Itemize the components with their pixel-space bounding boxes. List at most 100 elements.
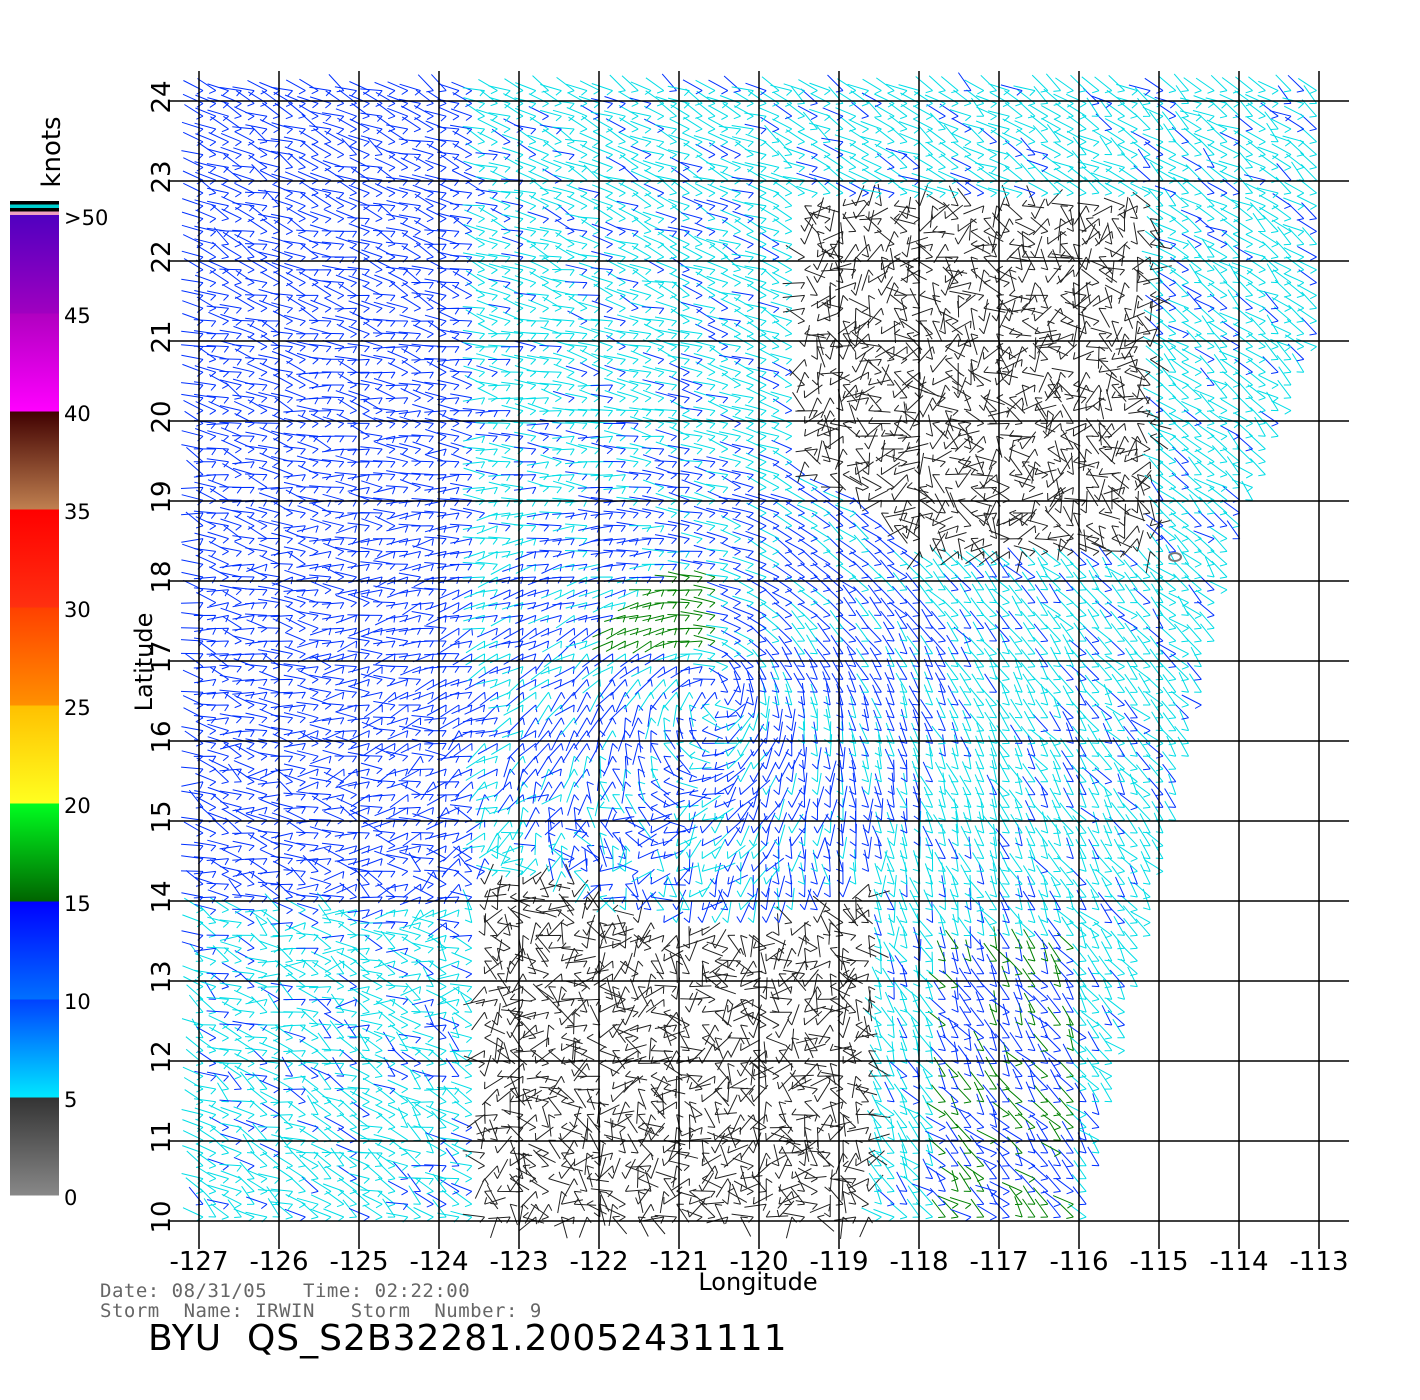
- wind-vector: [1062, 1043, 1074, 1064]
- wind-vector: [964, 1028, 972, 1052]
- wind-vector: [586, 920, 604, 939]
- wind-vector: [1027, 876, 1036, 898]
- wind-vector: [896, 1120, 908, 1141]
- wind-vector: [193, 896, 217, 904]
- wind-vector: [330, 1147, 345, 1167]
- wind-vector: [584, 1152, 593, 1175]
- wind-vector: [194, 790, 217, 801]
- wind-vector: [1122, 905, 1138, 924]
- wind-vector: [323, 870, 345, 882]
- wind-vector: [441, 1189, 460, 1207]
- wind-vector: [425, 909, 447, 918]
- wind-vector: [246, 1196, 268, 1209]
- wind-vector: [386, 538, 409, 546]
- wind-vector: [270, 486, 294, 494]
- wind-vector: [283, 1075, 306, 1083]
- wind-vector: [804, 947, 812, 971]
- wind-vector: [880, 1006, 895, 1026]
- wind-vector: [336, 1144, 357, 1158]
- wind-vector: [785, 734, 793, 757]
- wind-vector: [896, 1171, 908, 1192]
- wind-vector: [530, 1203, 549, 1220]
- wind-vector: [447, 1031, 460, 1052]
- wind-vector: [1088, 569, 1100, 591]
- wind-vector: [701, 1034, 721, 1052]
- wind-vector: [360, 1137, 383, 1147]
- wind-vector: [335, 940, 357, 954]
- wind-vector: [887, 913, 895, 936]
- wind-vector: [573, 1112, 590, 1131]
- wind-vector: [1034, 1198, 1049, 1218]
- wind-vector: [559, 1008, 577, 1026]
- wind-vector: [714, 807, 734, 821]
- wind-vector: [399, 1043, 421, 1056]
- wind-vector: [896, 787, 908, 808]
- wind-vector: [861, 786, 870, 808]
- wind-vector: [701, 943, 723, 957]
- wind-vector: [617, 1101, 631, 1123]
- wind-vector: [442, 858, 461, 875]
- wind-vector: [969, 879, 985, 899]
- wind-vector: [411, 1046, 434, 1057]
- wind-vector: [517, 1152, 537, 1169]
- wind-vector: [1061, 916, 1074, 936]
- wind-vector: [1086, 558, 1100, 578]
- wind-vector: [876, 1152, 895, 1169]
- wind-vector: [617, 863, 639, 877]
- wind-vector: [398, 523, 421, 532]
- wind-vector: [414, 909, 434, 922]
- wind-vector: [874, 721, 882, 744]
- wind-vector: [309, 764, 332, 775]
- wind-vector: [976, 1144, 997, 1158]
- wind-vector: [676, 776, 698, 789]
- wind-vector: [900, 772, 908, 796]
- wind-vector: [475, 433, 498, 443]
- wind-vector: [692, 1190, 716, 1198]
- wind-vector: [720, 1144, 729, 1167]
- wind-vector: [367, 1148, 383, 1167]
- wind-vector: [548, 1048, 566, 1066]
- wind-vector: [955, 1123, 972, 1142]
- wind-vector: [465, 755, 486, 769]
- wind-vector: [322, 474, 345, 482]
- wind-vector: [918, 1007, 933, 1027]
- wind-vector: [811, 759, 819, 783]
- wind-vector: [296, 1197, 319, 1210]
- wind-vector: [1001, 965, 1010, 988]
- wind-vector: [612, 1005, 635, 1013]
- wind-vector: [817, 1214, 835, 1232]
- wind-vector: [855, 1083, 878, 1096]
- wind-vector: [1122, 525, 1140, 543]
- wind-vector: [321, 602, 345, 610]
- wind-vector: [377, 1176, 396, 1194]
- wind-vector: [774, 787, 789, 808]
- wind-vector: [813, 1082, 830, 1103]
- wind-vector: [1040, 683, 1049, 706]
- wind-vector: [426, 989, 447, 1004]
- wind-vector: [478, 666, 498, 679]
- wind-vector: [273, 1153, 293, 1170]
- wind-vector: [976, 1156, 997, 1171]
- wind-vector: [893, 467, 916, 476]
- wind-vector: [270, 1201, 293, 1211]
- wind-vector: [680, 640, 703, 648]
- wind-vector: [925, 837, 934, 860]
- wind-vector: [492, 875, 503, 898]
- wind-vector: [688, 1101, 697, 1123]
- wind-vector: [798, 874, 806, 898]
- wind-vector: [1130, 719, 1151, 735]
- wind-vector: [868, 1172, 882, 1192]
- wind-vector: [490, 1011, 503, 1034]
- wind-vector: [1053, 965, 1062, 988]
- wind-vector: [894, 609, 908, 629]
- wind-vector: [527, 966, 549, 979]
- wind-vector: [339, 1036, 357, 1054]
- wind-vector: [807, 889, 818, 911]
- wind-vector: [599, 930, 622, 942]
- wind-vector: [560, 953, 583, 962]
- wind-vector: [681, 479, 703, 493]
- wind-vector: [616, 391, 639, 403]
- wind-vector: [931, 610, 946, 630]
- wind-vector: [424, 1024, 447, 1032]
- wind-vector: [578, 1170, 588, 1192]
